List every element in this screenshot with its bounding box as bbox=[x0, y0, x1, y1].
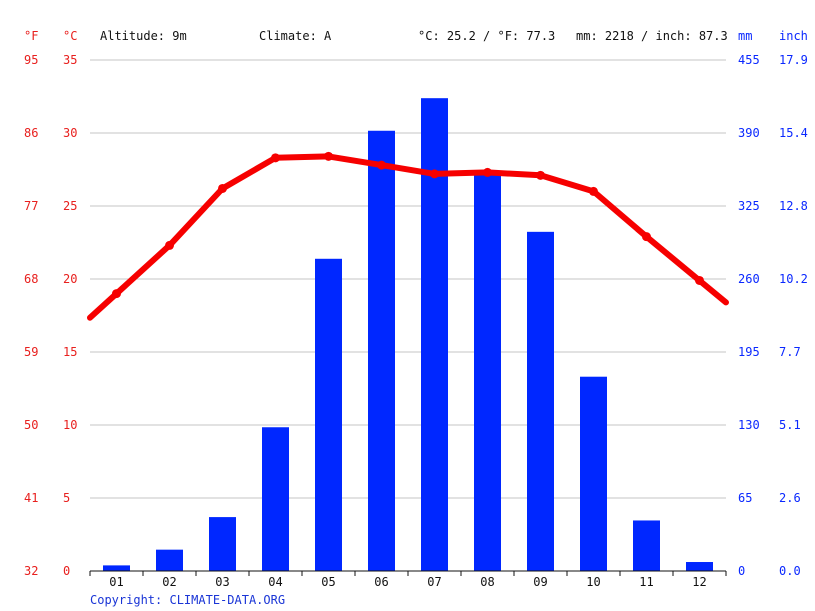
tick-label-inch: 5.1 bbox=[779, 418, 801, 432]
temperature-point bbox=[218, 183, 227, 193]
precipitation-bar bbox=[103, 565, 130, 571]
tick-label-celsius: 35 bbox=[63, 53, 77, 67]
temperature-point bbox=[271, 153, 280, 163]
temperature-point bbox=[589, 186, 598, 196]
temperature-line bbox=[87, 151, 729, 321]
precipitation-bar bbox=[686, 562, 713, 571]
precipitation-bar bbox=[527, 231, 554, 572]
tick-label-mm: 390 bbox=[738, 126, 760, 140]
precipitation-bar bbox=[421, 98, 448, 571]
tick-label-mm: 260 bbox=[738, 272, 760, 286]
precipitation-bar bbox=[209, 517, 236, 571]
tick-label-fahrenheit: 86 bbox=[24, 126, 38, 140]
tick-label-fahrenheit: 77 bbox=[24, 199, 38, 213]
temperature-point bbox=[483, 167, 492, 177]
month-label: 05 bbox=[321, 575, 335, 589]
tick-label-inch: 7.7 bbox=[779, 345, 801, 359]
tick-label-inch: 10.2 bbox=[779, 272, 808, 286]
tick-label-mm: 195 bbox=[738, 345, 760, 359]
tick-label-fahrenheit: 95 bbox=[24, 53, 38, 67]
tick-label-inch: 12.8 bbox=[779, 199, 808, 213]
precipitation-bar bbox=[633, 520, 660, 571]
unit-inch-label: inch bbox=[779, 29, 808, 43]
month-label: 09 bbox=[533, 575, 547, 589]
tick-label-fahrenheit: 32 bbox=[24, 564, 38, 578]
tick-label-mm: 325 bbox=[738, 199, 760, 213]
unit-celsius-label: °C bbox=[63, 29, 77, 43]
tick-label-mm: 0 bbox=[738, 564, 745, 578]
precipitation-bar bbox=[474, 172, 501, 572]
tick-label-fahrenheit: 50 bbox=[24, 418, 38, 432]
x-axis: 01 02 03 04 05 06 07 08 09 10 11 12 bbox=[89, 570, 727, 589]
tick-label-mm: 455 bbox=[738, 53, 760, 67]
temperature-axis: 32 0 41 5 50 10 59 15 68 20 77 25 86 30 95 35 bbox=[24, 53, 77, 578]
tick-label-celsius: 25 bbox=[63, 199, 77, 213]
precipitation-axis: 0 0.0 65 2.6 130 5.1 195 7.7 260 10.2 325 12.8 390 15… bbox=[738, 53, 808, 578]
temperature-point bbox=[377, 160, 386, 170]
tick-label-mm: 130 bbox=[738, 418, 760, 432]
month-label: 04 bbox=[268, 575, 282, 589]
unit-mm-label: mm bbox=[738, 29, 752, 43]
month-label: 08 bbox=[480, 575, 494, 589]
precipitation-bar bbox=[368, 130, 395, 571]
tick-label-inch: 0.0 bbox=[779, 564, 801, 578]
temperature-point bbox=[324, 151, 333, 161]
tick-label-fahrenheit: 41 bbox=[24, 491, 38, 505]
tick-label-celsius: 0 bbox=[63, 564, 70, 578]
month-label: 12 bbox=[692, 575, 706, 589]
month-label: 06 bbox=[374, 575, 388, 589]
tick-label-celsius: 10 bbox=[63, 418, 77, 432]
temperature-point bbox=[642, 232, 651, 242]
copyright: Copyright: CLIMATE-DATA.ORG bbox=[90, 593, 285, 607]
tick-label-fahrenheit: 59 bbox=[24, 345, 38, 359]
altitude-label: Altitude: 9m bbox=[100, 29, 187, 43]
precipitation-bar bbox=[580, 376, 607, 571]
month-label: 01 bbox=[109, 575, 123, 589]
precipitation-average-label: mm: 2218 / inch: 87.3 bbox=[576, 29, 728, 43]
temperature-point bbox=[430, 169, 439, 179]
temperature-point bbox=[536, 170, 545, 180]
month-label: 10 bbox=[586, 575, 600, 589]
tick-label-inch: 2.6 bbox=[779, 491, 801, 505]
climate-label: Climate: A bbox=[259, 29, 332, 43]
month-label: 03 bbox=[215, 575, 229, 589]
tick-label-celsius: 15 bbox=[63, 345, 77, 359]
tick-label-celsius: 5 bbox=[63, 491, 70, 505]
temperature-average-label: °C: 25.2 / °F: 77.3 bbox=[418, 29, 555, 43]
temperature-point bbox=[165, 240, 174, 250]
tick-label-celsius: 20 bbox=[63, 272, 77, 286]
tick-label-inch: 15.4 bbox=[779, 126, 808, 140]
tick-label-fahrenheit: 68 bbox=[24, 272, 38, 286]
temperature-point bbox=[112, 289, 121, 299]
temperature-point bbox=[695, 275, 704, 285]
unit-fahrenheit-label: °F bbox=[24, 29, 38, 43]
tick-label-mm: 65 bbox=[738, 491, 752, 505]
temperature-line-path bbox=[87, 153, 729, 321]
tick-label-inch: 17.9 bbox=[779, 53, 808, 67]
precipitation-bar bbox=[262, 427, 289, 571]
grid bbox=[90, 59, 726, 499]
precipitation-bar bbox=[315, 258, 342, 571]
month-label: 07 bbox=[427, 575, 441, 589]
month-label: 02 bbox=[162, 575, 176, 589]
precipitation-bar bbox=[156, 549, 183, 571]
tick-label-celsius: 30 bbox=[63, 126, 77, 140]
precipitation-bars bbox=[103, 98, 713, 572]
month-label: 11 bbox=[639, 575, 653, 589]
